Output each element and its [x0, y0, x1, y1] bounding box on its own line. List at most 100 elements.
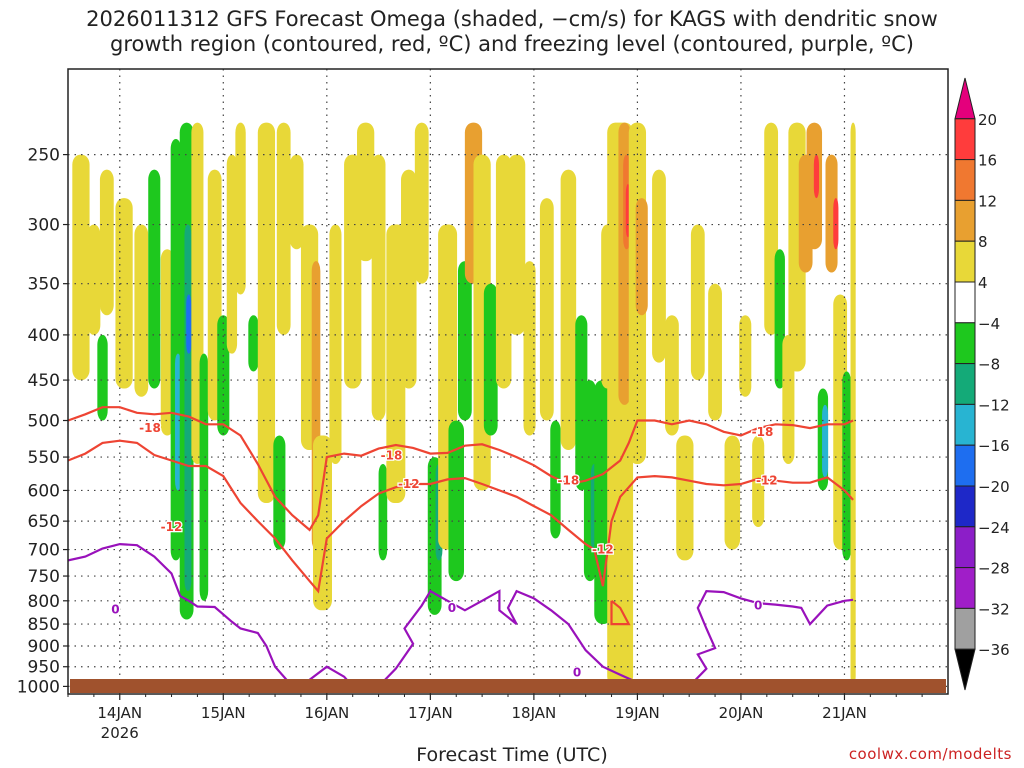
omega-shade-cell: [483, 283, 498, 436]
pressure-tick-label: 400: [28, 326, 60, 346]
x-axis-label: Forecast Time (UTC): [416, 744, 608, 766]
chart-title-line-1: 2026011312 GFS Forecast Omega (shaded, −…: [86, 7, 938, 31]
colorbar-label: −28: [978, 560, 1010, 578]
omega-shade-cell: [448, 420, 464, 582]
omega-shade-cell: [174, 353, 182, 491]
colorbar-segment: [954, 118, 976, 161]
pressure-tick-label: 950: [28, 658, 60, 678]
colorbar-segment: [954, 607, 976, 650]
colorbar-segment: [954, 159, 976, 201]
omega-shade-cell: [495, 154, 512, 389]
omega-shade-cell: [289, 154, 304, 250]
colorbar-label: 20: [978, 111, 997, 129]
pressure-tick-label: 650: [28, 512, 60, 532]
omega-shade-cell: [87, 224, 101, 335]
omega-shade-cell: [739, 315, 752, 397]
contour-label: -18: [558, 474, 580, 488]
omega-shade-cell: [690, 224, 705, 381]
omega-shade-cell: [313, 435, 332, 611]
colorbar-segment: [954, 526, 976, 569]
omega-shade-cell: [184, 224, 192, 592]
omega-shade-cell: [199, 353, 209, 601]
contours: -18 -12 -18 -12 -18 -18 -12 -12 0 0 0 0: [68, 406, 854, 688]
colorbar-segment: [954, 567, 976, 609]
colorbar-label: −32: [978, 600, 1010, 618]
omega-shade-cell: [813, 154, 820, 199]
time-tick-label: 15JAN: [201, 704, 246, 722]
omega-shade-cell: [635, 198, 648, 316]
omega-shade-cell: [508, 154, 526, 335]
purple-contour: [68, 542, 294, 688]
purple-contour: [377, 589, 655, 688]
colorbar-segment: [954, 403, 976, 446]
omega-shade-cell: [329, 224, 342, 464]
omega-shade-cell: [160, 249, 174, 436]
contour-label: -18: [752, 425, 774, 439]
pressure-tick-label: 600: [28, 481, 60, 501]
pressure-tick-label: 250: [28, 146, 60, 166]
omega-shade-cell: [371, 154, 386, 421]
terrain-band: [70, 679, 946, 693]
omega-shade-cell: [523, 261, 536, 436]
colorbar-segment: [954, 281, 976, 324]
pressure-axis: 2503003504004505005506006507007508008509…: [17, 146, 68, 697]
omega-shade-cell: [842, 371, 851, 561]
colorbar-segment: [954, 444, 976, 487]
omega-shade-cell: [273, 435, 286, 550]
omega-shade-cell: [226, 154, 238, 354]
time-tick-label: 20JAN: [719, 704, 764, 722]
time-tick-sublabel: 2026: [101, 724, 139, 742]
omega-shade-cell: [752, 435, 765, 528]
omega-shade-cell: [550, 420, 561, 539]
colorbar-label: 4: [978, 274, 988, 292]
gridlines: [68, 69, 948, 694]
time-tick-label: 19JAN: [615, 704, 660, 722]
omega-shade-cell: [134, 224, 149, 397]
terrain-band-fill: [70, 679, 946, 693]
omega-shade-cell: [560, 169, 577, 451]
colorbar-label: 16: [978, 152, 997, 170]
pressure-tick-label: 750: [28, 567, 60, 587]
pressure-tick-label: 800: [28, 592, 60, 612]
pressure-tick-label: 350: [28, 275, 60, 295]
omega-shade-cell: [148, 169, 161, 389]
omega-shade-cell: [276, 122, 291, 335]
red-contour: [610, 599, 631, 626]
red-contour: [68, 406, 854, 532]
watermark: coolwx.com/modelts: [848, 745, 1012, 763]
pressure-tick-label: 850: [28, 615, 60, 635]
omega-shade-cell: [833, 198, 839, 250]
omega-shade-cell: [401, 169, 417, 389]
time-tick-label: 17JAN: [408, 704, 453, 722]
omega-shade-cell: [665, 315, 679, 436]
contour-label: 0: [754, 599, 762, 613]
omega-shade-cell: [235, 122, 246, 295]
colorbar-segment: [954, 240, 976, 283]
omega-shade-cell: [72, 154, 90, 381]
contour-label: -12: [756, 474, 778, 488]
colorbar-label: −12: [978, 396, 1010, 414]
pressure-tick-label: 900: [28, 637, 60, 657]
contour-label: 0: [448, 601, 456, 615]
time-tick-label: 18JAN: [512, 704, 557, 722]
omega-shade-cell: [257, 122, 276, 504]
omega-shade-cell: [378, 463, 388, 561]
colorbar-top-triangle: [954, 77, 976, 120]
colorbar-label: −8: [978, 356, 1000, 374]
omega-shade-cell: [97, 334, 108, 421]
colorbar-segment: [954, 485, 976, 528]
omega-shade-cell: [652, 169, 666, 363]
colorbar-segment: [954, 363, 976, 405]
purple-contour: [688, 589, 854, 688]
colorbar-bottom-triangle: [954, 648, 976, 691]
colorbar-segment: [954, 322, 976, 365]
omega-shade-cell: [822, 404, 829, 478]
pressure-tick-label: 500: [28, 412, 60, 432]
omega-shade-cell: [708, 283, 722, 421]
red-contour: [68, 439, 854, 594]
colorbar: 20 16 12 8 4 −4 −8 −12 −16 −20 −24 −28 −32 −36: [954, 77, 1010, 691]
omega-shade-cell: [115, 198, 133, 389]
colorbar-label: −4: [978, 315, 1000, 333]
contour-label: -18: [139, 421, 161, 435]
